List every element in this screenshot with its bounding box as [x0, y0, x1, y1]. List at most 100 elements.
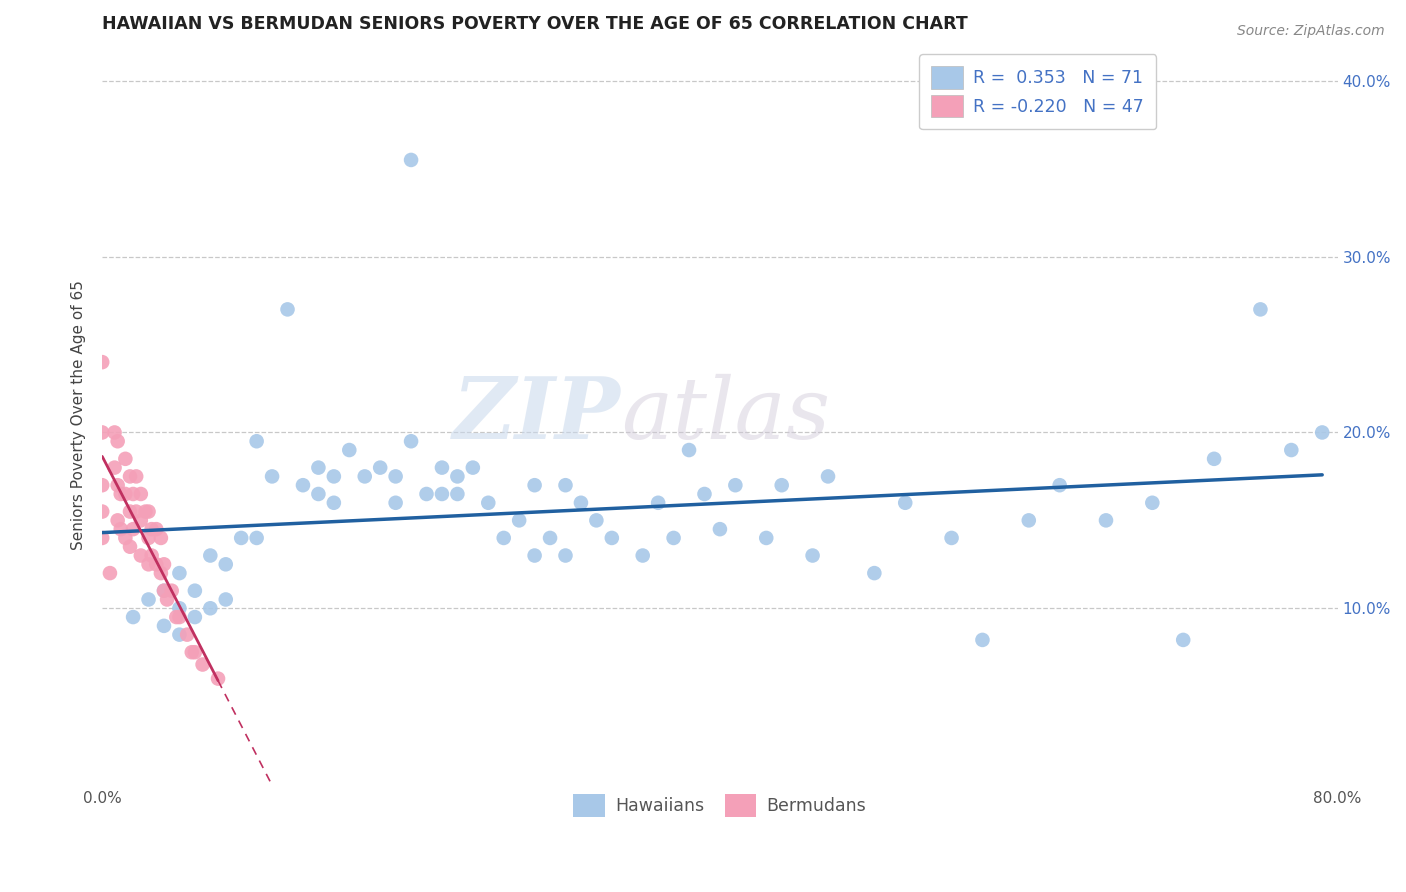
Point	[107, 513, 129, 527]
Point	[149, 531, 172, 545]
Point	[399, 434, 422, 449]
Point	[103, 460, 125, 475]
Point	[307, 487, 329, 501]
Point	[755, 531, 778, 545]
Point	[91, 478, 114, 492]
Point	[184, 645, 207, 659]
Point	[184, 610, 207, 624]
Point	[1279, 443, 1302, 458]
Point	[180, 645, 202, 659]
Point	[246, 531, 269, 545]
Point	[631, 549, 654, 563]
Point	[709, 522, 731, 536]
Point	[114, 487, 136, 501]
Point	[430, 487, 453, 501]
Point	[118, 505, 141, 519]
Point	[207, 672, 229, 686]
Point	[215, 558, 238, 572]
Point	[1249, 302, 1271, 317]
Point	[322, 496, 344, 510]
Point	[1142, 496, 1164, 510]
Point	[191, 657, 214, 672]
Point	[600, 531, 623, 545]
Point	[125, 469, 148, 483]
Point	[724, 478, 747, 492]
Point	[169, 610, 191, 624]
Point	[169, 601, 191, 615]
Point	[523, 549, 546, 563]
Point	[156, 592, 179, 607]
Point	[415, 487, 437, 501]
Point	[134, 505, 156, 519]
Point	[307, 460, 329, 475]
Point	[107, 434, 129, 449]
Point	[141, 549, 163, 563]
Point	[138, 592, 160, 607]
Point	[693, 487, 716, 501]
Point	[200, 549, 222, 563]
Point	[399, 153, 422, 167]
Point	[446, 469, 468, 483]
Point	[1310, 425, 1333, 440]
Point	[114, 531, 136, 545]
Point	[176, 627, 198, 641]
Point	[141, 522, 163, 536]
Point	[160, 583, 183, 598]
Point	[941, 531, 963, 545]
Point	[98, 566, 121, 580]
Point	[129, 513, 152, 527]
Point	[1204, 451, 1226, 466]
Point	[129, 487, 152, 501]
Point	[153, 558, 176, 572]
Point	[508, 513, 530, 527]
Text: HAWAIIAN VS BERMUDAN SENIORS POVERTY OVER THE AGE OF 65 CORRELATION CHART: HAWAIIAN VS BERMUDAN SENIORS POVERTY OVE…	[103, 15, 967, 33]
Point	[647, 496, 669, 510]
Point	[523, 478, 546, 492]
Point	[103, 425, 125, 440]
Point	[554, 478, 576, 492]
Point	[894, 496, 917, 510]
Point	[322, 469, 344, 483]
Point	[492, 531, 515, 545]
Text: atlas: atlas	[621, 374, 830, 456]
Point	[114, 451, 136, 466]
Point	[1049, 478, 1071, 492]
Point	[91, 355, 114, 369]
Point	[165, 610, 187, 624]
Point	[122, 522, 145, 536]
Point	[215, 592, 238, 607]
Point	[1018, 513, 1040, 527]
Point	[262, 469, 284, 483]
Point	[337, 443, 360, 458]
Point	[153, 583, 176, 598]
Point	[231, 531, 253, 545]
Point	[138, 531, 160, 545]
Point	[276, 302, 298, 317]
Point	[153, 583, 176, 598]
Point	[246, 434, 269, 449]
Point	[169, 627, 191, 641]
Point	[110, 487, 132, 501]
Point	[353, 469, 375, 483]
Point	[554, 549, 576, 563]
Point	[1095, 513, 1118, 527]
Point	[678, 443, 700, 458]
Point	[184, 583, 207, 598]
Text: ZIP: ZIP	[453, 373, 621, 457]
Point	[446, 487, 468, 501]
Point	[538, 531, 561, 545]
Point	[91, 425, 114, 440]
Point	[129, 549, 152, 563]
Point	[368, 460, 391, 475]
Point	[149, 566, 172, 580]
Point	[122, 487, 145, 501]
Point	[153, 619, 176, 633]
Point	[91, 531, 114, 545]
Point	[200, 601, 222, 615]
Point	[118, 469, 141, 483]
Point	[145, 558, 167, 572]
Point	[110, 522, 132, 536]
Text: Source: ZipAtlas.com: Source: ZipAtlas.com	[1237, 24, 1385, 38]
Point	[138, 558, 160, 572]
Point	[430, 460, 453, 475]
